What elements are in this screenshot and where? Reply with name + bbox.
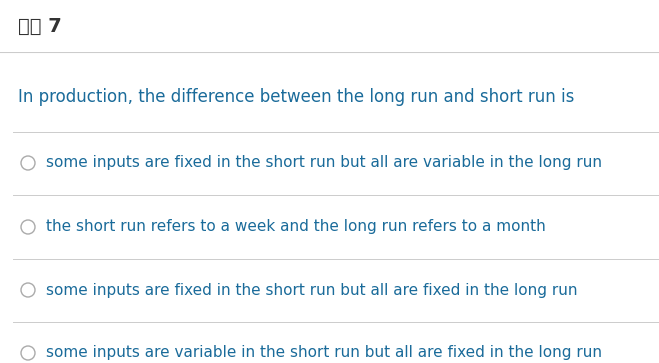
Text: some inputs are variable in the short run but all are fixed in the long run: some inputs are variable in the short ru…: [46, 346, 602, 360]
Text: some inputs are fixed in the short run but all are fixed in the long run: some inputs are fixed in the short run b…: [46, 282, 577, 298]
Text: the short run refers to a week and the long run refers to a month: the short run refers to a week and the l…: [46, 220, 546, 234]
Text: In production, the difference between the long run and short run is: In production, the difference between th…: [18, 88, 575, 106]
Text: some inputs are fixed in the short run but all are variable in the long run: some inputs are fixed in the short run b…: [46, 155, 602, 171]
Text: 问题 7: 问题 7: [18, 16, 62, 36]
